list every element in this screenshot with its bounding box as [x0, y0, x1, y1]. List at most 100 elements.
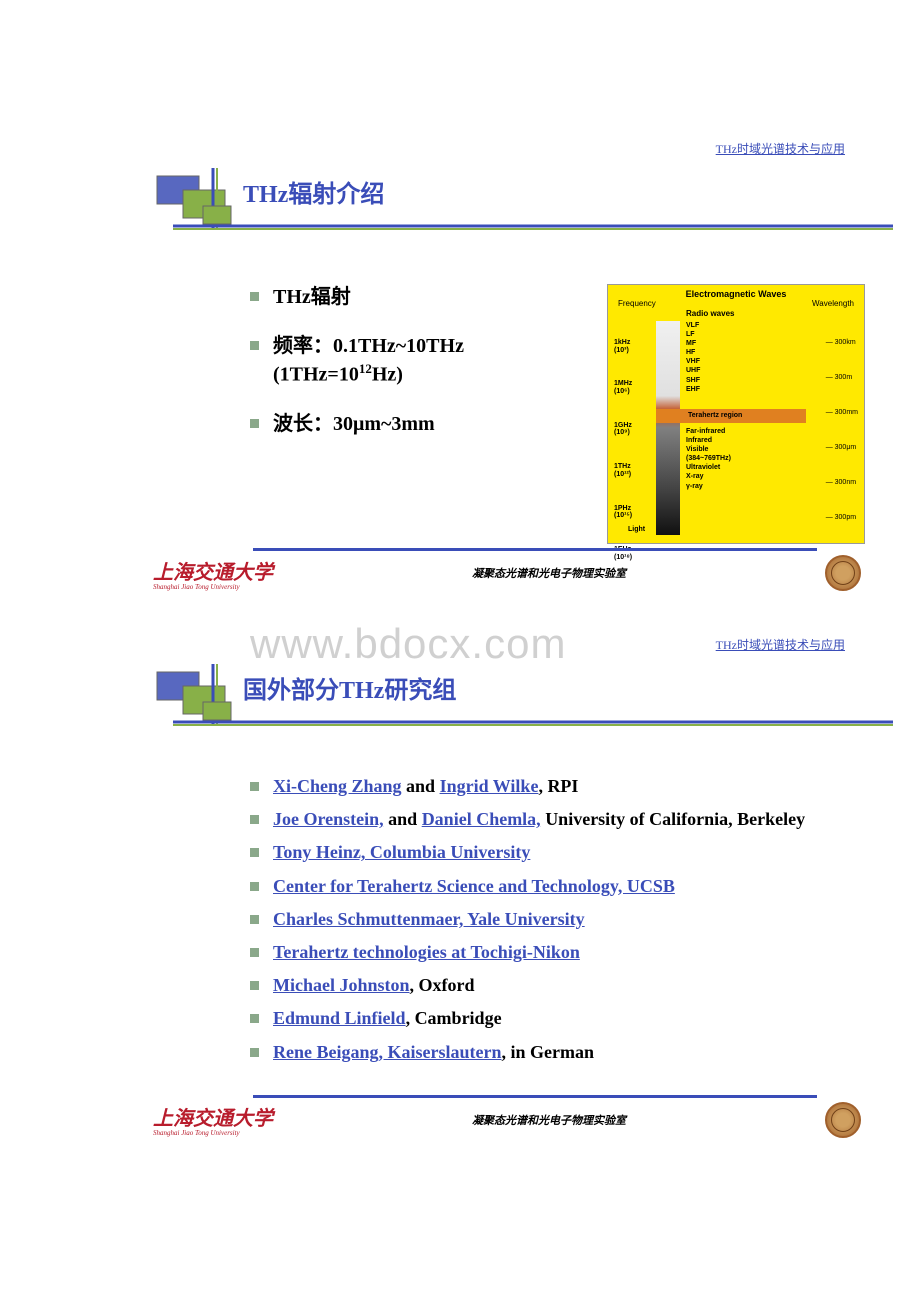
bullet-row: 波长：30μm~3mm: [250, 411, 587, 438]
band-label: UHF: [686, 366, 700, 375]
university-logo: 上海交通大学: [153, 562, 273, 584]
freq-tick: 1THz(10¹²): [614, 463, 632, 478]
list-item-text: Michael Johnston, Oxford: [273, 973, 475, 998]
bullet-text: 波长：30μm~3mm: [273, 411, 435, 438]
subtitle-deco-icon: [173, 196, 893, 230]
thz-band-highlight: Terahertz region: [656, 409, 806, 423]
bullet-icon: [250, 1014, 259, 1023]
freq-tick: 1PHz(10¹⁵): [614, 505, 632, 520]
wave-tick: — 300nm: [826, 479, 858, 486]
slide2-list: Xi-Cheng Zhang and Ingrid Wilke, RPI Joe …: [250, 774, 865, 1065]
list-item-text: Terahertz technologies at Tochigi-Nikon: [273, 940, 580, 965]
researcher-link[interactable]: Daniel Chemla,: [422, 809, 541, 829]
university-seal-icon: [825, 555, 861, 591]
freq-tick: 1MHz(10⁶): [614, 380, 632, 395]
spectrum-gradient-bar: [656, 321, 680, 535]
header-link[interactable]: THz时域光谱技术与应用: [716, 636, 845, 653]
band-label: LF: [686, 330, 700, 339]
band-label: Visible(384~769THz): [686, 445, 731, 463]
bullet-icon: [250, 915, 259, 924]
light-label: Light: [628, 526, 645, 533]
list-item-text: Rene Beigang, Kaiserslautern, in German: [273, 1040, 594, 1065]
bullet-icon: [250, 948, 259, 957]
researcher-link[interactable]: Terahertz technologies at Tochigi-Nikon: [273, 942, 580, 962]
band-label: Infrared: [686, 436, 731, 445]
band-label: VLF: [686, 321, 700, 330]
university-subtitle: Shanghai Jiao Tong University: [153, 1129, 273, 1137]
bullet-text: 频率：0.1THz~10THz(1THz=1012Hz): [273, 333, 464, 389]
list-item-text: Charles Schmuttenmaer, Yale University: [273, 907, 585, 932]
researcher-link[interactable]: Xi-Cheng Zhang: [273, 776, 402, 796]
list-item: Charles Schmuttenmaer, Yale University: [250, 907, 865, 932]
researcher-link[interactable]: Tony Heinz, Columbia University: [273, 842, 530, 862]
list-item-text: Xi-Cheng Zhang and Ingrid Wilke, RPI: [273, 774, 578, 799]
wave-tick: — 300km: [826, 339, 858, 346]
lab-name: 凝聚态光谱和光电子物理实验室: [472, 1112, 626, 1128]
lab-name: 凝聚态光谱和光电子物理实验室: [472, 565, 626, 581]
list-item-text: Center for Terahertz Science and Technol…: [273, 874, 675, 899]
bullet-icon: [250, 848, 259, 857]
spectrum-title: Electromagnetic Waves: [608, 285, 864, 299]
bullet-row: 频率：0.1THz~10THz(1THz=1012Hz): [250, 333, 587, 389]
band-label: Ultraviolet: [686, 463, 731, 472]
slide-1: THz时域光谱技术与应用 THz辐射介绍 THz辐射频率：0.1THz~10TH…: [145, 140, 865, 544]
wave-tick: — 300μm: [826, 444, 858, 451]
subtitle-deco-icon: [173, 692, 893, 726]
spectrum-wave-col: — 300km — 300m — 300mm — 300μm — 300nm — 300p…: [826, 339, 858, 549]
header-link[interactable]: THz时域光谱技术与应用: [716, 140, 845, 157]
researcher-link[interactable]: Rene Beigang, Kaiserslautern: [273, 1042, 501, 1062]
wave-tick: — 300mm: [826, 409, 858, 416]
spectrum-band-labels: VLFLFMFHFVHFUHFSHFEHF: [686, 321, 700, 394]
researcher-link[interactable]: Ingrid Wilke: [440, 776, 539, 796]
radio-waves-label: Radio waves: [686, 309, 734, 318]
slide1-footer: 上海交通大学 Shanghai Jiao Tong University 凝聚态…: [145, 548, 865, 592]
list-item-text: Joe Orenstein, and Daniel Chemla, Univer…: [273, 807, 805, 832]
wave-tick: — 300pm: [826, 514, 858, 521]
list-item: Tony Heinz, Columbia University: [250, 840, 865, 865]
freq-tick: 1GHz(10⁹): [614, 422, 632, 437]
band-label: HF: [686, 348, 700, 357]
list-item: Terahertz technologies at Tochigi-Nikon: [250, 940, 865, 965]
list-item-text: Edmund Linfield, Cambridge: [273, 1006, 502, 1031]
list-item: Edmund Linfield, Cambridge: [250, 1006, 865, 1031]
slide-2: THz时域光谱技术与应用 国外部分THz研究组 Xi-Cheng Zhang a…: [145, 636, 865, 1073]
spectrum-wave-label: Wavelength: [812, 299, 854, 308]
band-label: EHF: [686, 385, 700, 394]
band-label: Far-infrared: [686, 427, 731, 436]
list-item: Joe Orenstein, and Daniel Chemla, Univer…: [250, 807, 865, 832]
researcher-link[interactable]: Michael Johnston: [273, 975, 410, 995]
band-label: γ-ray: [686, 482, 731, 491]
bullet-icon: [250, 419, 259, 428]
band-label: SHF: [686, 376, 700, 385]
freq-tick: 1kHz(10³): [614, 339, 632, 354]
bullet-icon: [250, 1048, 259, 1057]
spectrum-freq-label: Frequency: [618, 299, 656, 308]
bullet-text: THz辐射: [273, 284, 351, 311]
list-item: Michael Johnston, Oxford: [250, 973, 865, 998]
list-item: Xi-Cheng Zhang and Ingrid Wilke, RPI: [250, 774, 865, 799]
wave-tick: — 300m: [826, 374, 858, 381]
slide2-footer: 上海交通大学 Shanghai Jiao Tong University 凝聚态…: [145, 1095, 865, 1139]
list-item-text: Tony Heinz, Columbia University: [273, 840, 530, 865]
bullet-icon: [250, 981, 259, 990]
researcher-link[interactable]: Center for Terahertz Science and Technol…: [273, 876, 675, 896]
band-label: VHF: [686, 357, 700, 366]
band-label: MF: [686, 339, 700, 348]
researcher-link[interactable]: Joe Orenstein,: [273, 809, 384, 829]
bullet-icon: [250, 782, 259, 791]
band-label: X-ray: [686, 472, 731, 481]
slide1-bullets: THz辐射频率：0.1THz~10THz(1THz=1012Hz) 波长：30μm…: [250, 284, 587, 544]
bullet-icon: [250, 292, 259, 301]
list-item: Rene Beigang, Kaiserslautern, in German: [250, 1040, 865, 1065]
bullet-icon: [250, 341, 259, 350]
bullet-icon: [250, 882, 259, 891]
spectrum-lower-bands: Far-infraredInfraredVisible(384~769THz)U…: [686, 427, 731, 491]
researcher-link[interactable]: Charles Schmuttenmaer, Yale University: [273, 909, 585, 929]
researcher-link[interactable]: Edmund Linfield: [273, 1008, 406, 1028]
bullet-row: THz辐射: [250, 284, 587, 311]
university-logo: 上海交通大学: [153, 1108, 273, 1130]
university-seal-icon: [825, 1102, 861, 1138]
list-item: Center for Terahertz Science and Technol…: [250, 874, 865, 899]
bullet-icon: [250, 815, 259, 824]
em-spectrum-diagram: Electromagnetic Waves Frequency Waveleng…: [607, 284, 865, 544]
